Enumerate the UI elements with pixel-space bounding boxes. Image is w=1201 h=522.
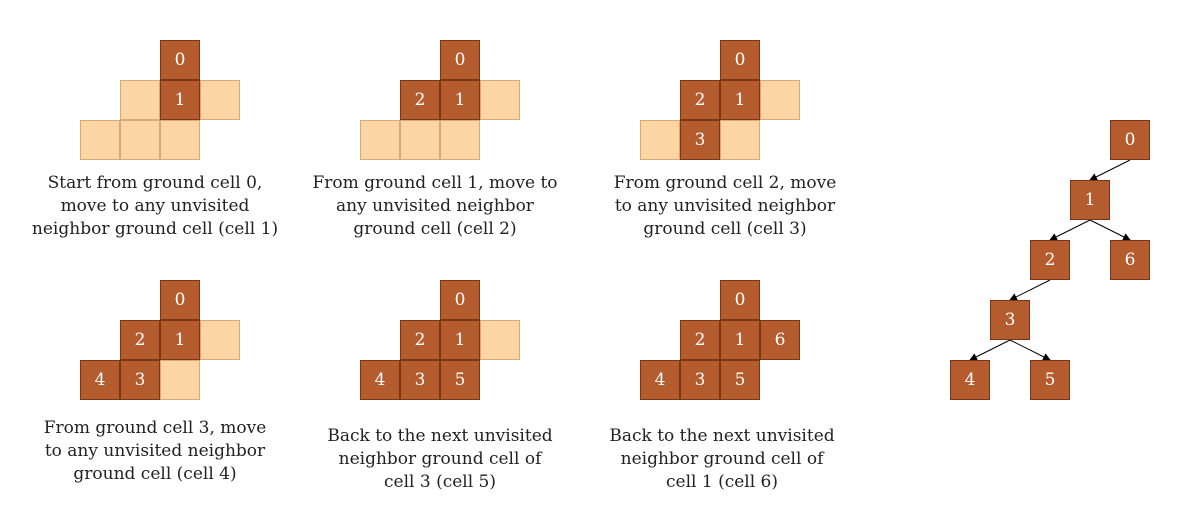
tree-edge [1009, 279, 1051, 301]
tree-node: 1 [1070, 180, 1110, 220]
visited-cell: 0 [440, 40, 480, 80]
caption-line: neighbor ground cell of [338, 449, 542, 469]
caption-line: ground cell (cell 3) [643, 219, 807, 239]
caption-line: to any unvisited neighbor [614, 196, 836, 216]
visited-cell: 1 [720, 80, 760, 120]
caption-line: cell 3 (cell 5) [383, 472, 497, 492]
step-caption: Back to the next unvisited neighbor groun… [290, 425, 590, 494]
visited-cell: 2 [680, 80, 720, 120]
visited-cell: 2 [120, 320, 160, 360]
tree-edge [1089, 219, 1131, 241]
visited-cell: 3 [120, 360, 160, 400]
tree-node: 2 [1030, 240, 1070, 280]
ground-cell [760, 80, 800, 120]
ground-cell [440, 120, 480, 160]
ground-cell [200, 320, 240, 360]
ground-cell [720, 120, 760, 160]
tree-node: 4 [950, 360, 990, 400]
visited-cell: 0 [720, 40, 760, 80]
visited-cell: 3 [680, 360, 720, 400]
tree-edge [969, 339, 1011, 361]
caption-line: Back to the next unvisited [327, 426, 553, 446]
visited-cell: 0 [160, 40, 200, 80]
ground-cell [480, 320, 520, 360]
tree-node: 0 [1110, 120, 1150, 160]
visited-cell: 5 [720, 360, 760, 400]
visited-cell: 0 [720, 280, 760, 320]
ground-cell [120, 120, 160, 160]
step-caption: From ground cell 2, move to any unvisited… [575, 172, 875, 241]
visited-cell: 4 [360, 360, 400, 400]
tree-node: 3 [990, 300, 1030, 340]
ground-cell [480, 80, 520, 120]
caption-line: any unvisited neighbor [336, 196, 534, 216]
visited-cell: 3 [680, 120, 720, 160]
ground-cell [80, 120, 120, 160]
visited-cell: 0 [160, 280, 200, 320]
visited-cell: 1 [160, 80, 200, 120]
tree-edge [1009, 339, 1051, 361]
ground-cell [400, 120, 440, 160]
caption-line: Start from ground cell 0, [47, 173, 263, 193]
tree-node: 5 [1030, 360, 1070, 400]
ground-cell [160, 120, 200, 160]
caption-line: From ground cell 3, move [43, 418, 267, 438]
caption-line: cell 1 (cell 6) [665, 472, 779, 492]
step-caption: Start from ground cell 0, move to any unv… [5, 172, 305, 241]
step-caption: Back to the next unvisited neighbor groun… [572, 425, 872, 494]
visited-cell: 2 [400, 320, 440, 360]
visited-cell: 2 [400, 80, 440, 120]
caption-line: neighbor ground cell (cell 1) [31, 219, 279, 239]
caption-line: From ground cell 2, move [613, 173, 837, 193]
visited-cell: 1 [440, 80, 480, 120]
caption-line: ground cell (cell 2) [353, 219, 517, 239]
visited-cell: 1 [440, 320, 480, 360]
visited-cell: 4 [640, 360, 680, 400]
ground-cell [640, 120, 680, 160]
step-caption: From ground cell 3, move to any unvisited… [5, 417, 305, 486]
ground-cell [200, 80, 240, 120]
tree-node: 6 [1110, 240, 1150, 280]
caption-line: From ground cell 1, move to [312, 173, 558, 193]
step-caption: From ground cell 1, move to any unvisited… [285, 172, 585, 241]
ground-cell [120, 80, 160, 120]
tree-edge [1089, 159, 1131, 181]
visited-cell: 1 [720, 320, 760, 360]
visited-cell: 0 [440, 280, 480, 320]
visited-cell: 2 [680, 320, 720, 360]
visited-cell: 3 [400, 360, 440, 400]
caption-line: Back to the next unvisited [609, 426, 835, 446]
ground-cell [360, 120, 400, 160]
caption-line: neighbor ground cell of [620, 449, 824, 469]
caption-line: move to any unvisited [60, 196, 250, 216]
tree-edge [1049, 219, 1091, 241]
visited-cell: 6 [760, 320, 800, 360]
caption-line: ground cell (cell 4) [73, 464, 237, 484]
visited-cell: 4 [80, 360, 120, 400]
visited-cell: 5 [440, 360, 480, 400]
visited-cell: 1 [160, 320, 200, 360]
ground-cell [160, 360, 200, 400]
caption-line: to any unvisited neighbor [44, 441, 266, 461]
